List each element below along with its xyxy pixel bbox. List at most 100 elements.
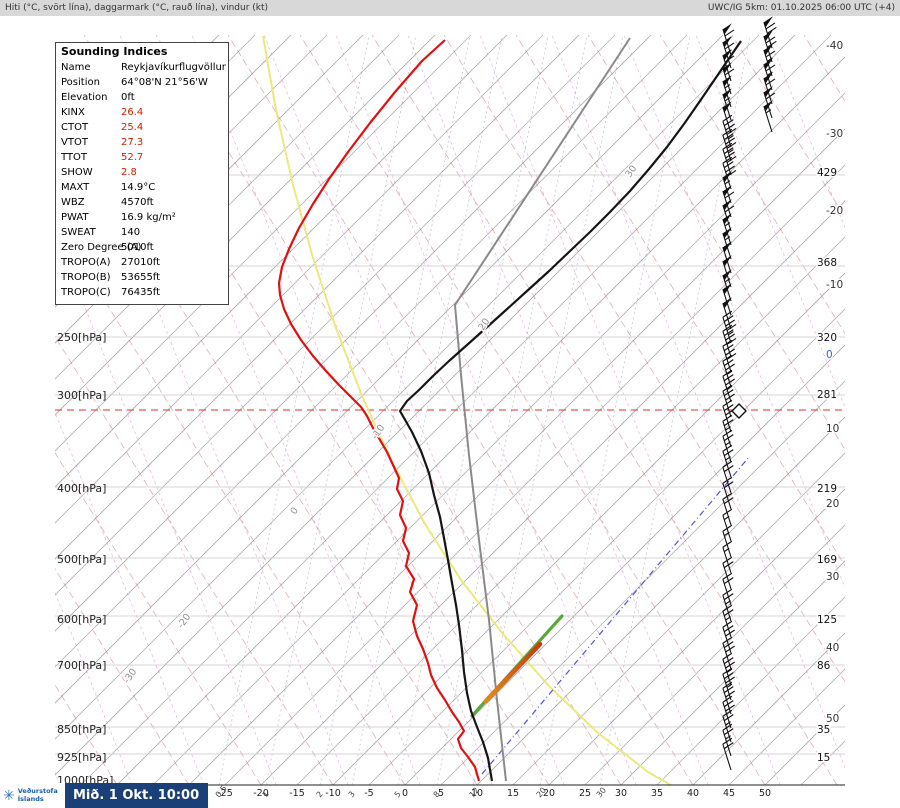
isotherm-line (512, 452, 845, 785)
barb-feather (723, 641, 734, 649)
barb-feather (723, 434, 734, 442)
barb-feather (725, 661, 735, 669)
pressure-axis-label: 850[hPa] (57, 723, 106, 736)
moist-adiabat-line (263, 35, 565, 785)
temp-axis-label: 40 (687, 788, 699, 799)
barb-feather (724, 68, 735, 76)
barb-flag (722, 297, 732, 309)
dry-adiabat-line (55, 335, 334, 785)
dry-adiabat-line (155, 35, 622, 785)
dry-adiabat-line (227, 35, 694, 785)
barb-feather (722, 156, 733, 164)
index-label: TROPO(B) (61, 272, 111, 283)
in-chart-isoline-label: 30 (623, 164, 639, 180)
barb-feather (722, 339, 733, 347)
index-value: 76435ft (121, 287, 161, 298)
pressure-axis-label: 300[hPa] (57, 389, 106, 402)
indices-row: Position 64°08'N 21°56'W (61, 75, 223, 90)
barb-flag (722, 36, 732, 48)
barb-half-feather (725, 426, 731, 431)
barb-flag (763, 72, 773, 84)
dry-adiabat-line (0, 35, 45, 785)
barb-feather (722, 444, 733, 452)
model-run-text: UWC/IG 5km: 01.10.2025 06:00 UTC (+4) (707, 3, 895, 13)
barb-half-feather (723, 515, 730, 521)
wind-barb-column (722, 16, 777, 771)
isotherm-line (692, 632, 845, 785)
indices-row: TROPO(C) 76435ft (61, 285, 223, 300)
isotherm-line (764, 704, 845, 785)
barb-half-feather (725, 441, 731, 446)
moist-adiabat-line (767, 35, 845, 229)
barb-half-feather (767, 57, 773, 62)
barb-feather (723, 577, 734, 585)
dry-adiabat-line (55, 568, 190, 785)
mixing-ratio-label: 5 (393, 790, 403, 800)
pressure-axis-label: 500[hPa] (57, 553, 106, 566)
barb-feather (724, 205, 735, 213)
height-label: 86 (817, 660, 831, 672)
index-value: 27.3 (121, 137, 144, 148)
wind-barb (722, 709, 734, 743)
barb-feather (765, 78, 776, 86)
barb-feather (722, 636, 733, 644)
barb-feather (725, 690, 735, 698)
barb-feather (724, 29, 735, 37)
barb-half-feather (726, 370, 733, 375)
barb-feather (725, 676, 735, 684)
temp-axis-label: 20 (543, 788, 555, 799)
barb-flag (722, 283, 732, 295)
height-label: 169 (817, 554, 837, 566)
dry-adiabat-line (299, 35, 766, 785)
barb-flag (722, 227, 732, 239)
indices-row: Elevation 0ft (61, 90, 223, 105)
barb-flag (722, 269, 732, 281)
barb-feather (722, 429, 733, 437)
barb-feather (722, 508, 733, 516)
barb-half-feather (724, 97, 731, 102)
barb-flag (722, 241, 732, 253)
barb-half-feather (726, 385, 733, 390)
barb-feather (723, 315, 734, 323)
height-label: 429 (817, 167, 837, 179)
barb-feather (722, 460, 733, 468)
barb-feather (725, 393, 735, 401)
moist-adiabat-line (55, 411, 205, 785)
index-label: TROPO(C) (61, 287, 111, 298)
barb-feather (723, 672, 734, 680)
barb-feather (726, 127, 737, 135)
isotherm-line (55, 35, 400, 380)
isotherm-exit-label: -20 (826, 205, 843, 217)
barb-half-feather (728, 149, 734, 154)
barb-flag (722, 75, 732, 87)
barb-feather (725, 137, 735, 145)
barb-half-feather (724, 222, 731, 227)
wind-barb (722, 339, 737, 373)
index-value: 25.4 (121, 122, 144, 133)
barb-flag (722, 213, 732, 225)
wind-barb (763, 100, 773, 133)
isotherm-exit-label: 20 (826, 498, 839, 510)
barb-feather (725, 645, 735, 653)
dry-adiabat-line (515, 35, 845, 567)
barb-half-feather (725, 456, 731, 461)
wind-barb (722, 667, 735, 701)
barb-feather (722, 620, 733, 628)
indices-row: WBZ 4570ft (61, 195, 223, 210)
barb-feather (722, 709, 733, 717)
isotherm-exit-label: -30 (826, 128, 843, 140)
temp-axis-label: 25 (579, 788, 591, 799)
barb-feather (765, 92, 776, 100)
index-label: MAXT (61, 182, 90, 193)
barb-feather (722, 540, 733, 548)
barb-feather (722, 128, 733, 136)
height-label: 368 (817, 257, 837, 269)
barb-flag (763, 44, 773, 56)
barb-half-feather (767, 71, 773, 76)
indices-rows: Name Reykjavíkurflugvöllur Position 64°08'N… (61, 60, 226, 300)
temp-axis-label: -20 (253, 788, 269, 799)
wind-barb (722, 723, 734, 757)
temp-axis-label: 35 (651, 788, 663, 799)
barb-feather (722, 723, 733, 731)
